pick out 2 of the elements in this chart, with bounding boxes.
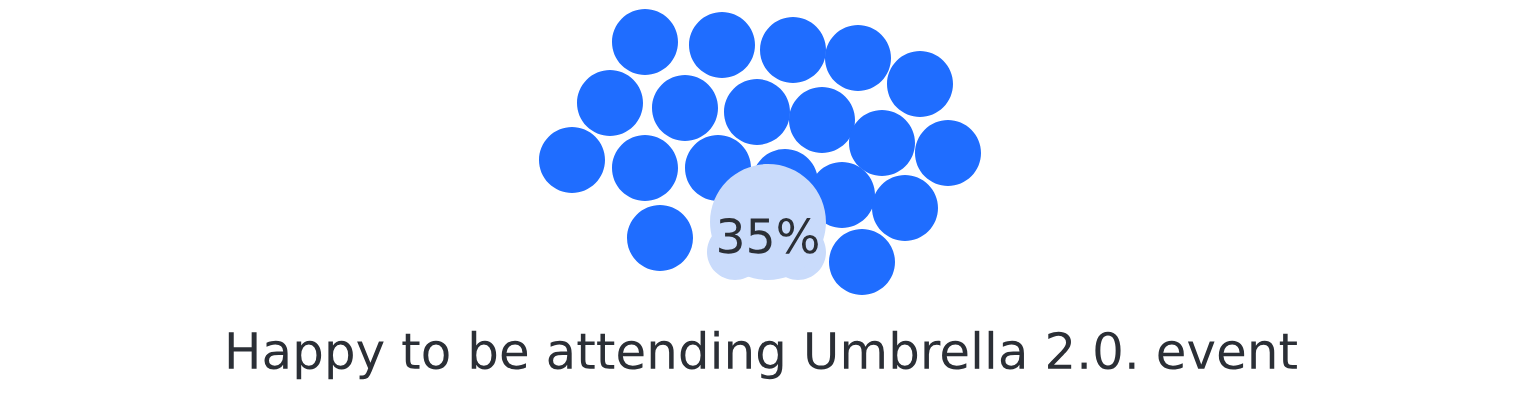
data-label: 35% <box>719 217 818 254</box>
text: Happy to be attending Umbrella 2.0. event <box>228 330 1297 380</box>
